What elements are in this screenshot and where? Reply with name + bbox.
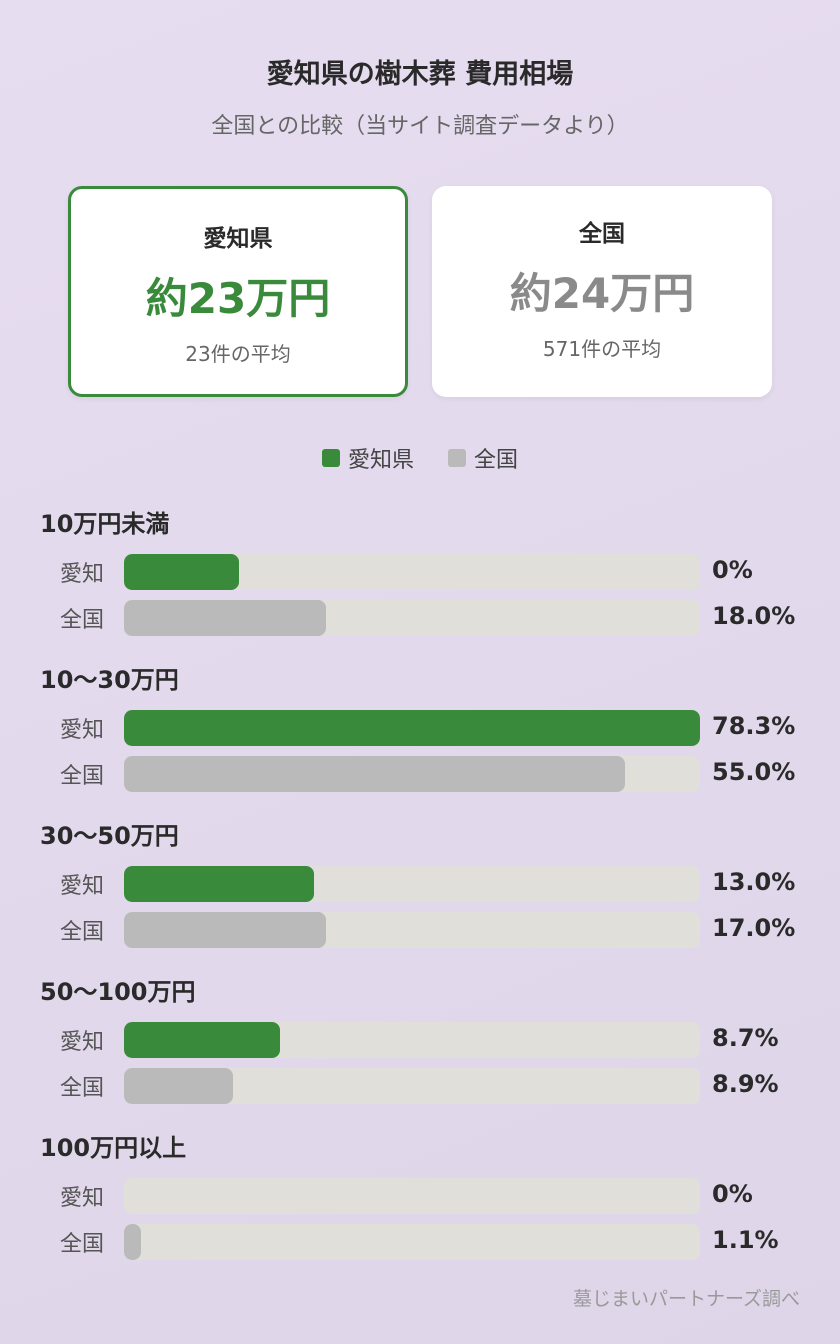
card-name: 全国 (579, 221, 625, 247)
value-label: 0% (712, 556, 753, 584)
page-subtitle: 全国との比較（当サイト調査データより） (211, 114, 629, 139)
legend-swatch (448, 449, 466, 467)
bar-track (124, 756, 700, 792)
card-count: 571件の平均 (542, 337, 662, 361)
row-label: 愛知 (60, 718, 105, 743)
category-section: 10万円未満愛知 0% 全国 18.0% (40, 504, 820, 636)
bar-row-national: 全国 18.0% (40, 600, 820, 636)
bar-row-aichi: 愛知 13.0% (40, 866, 820, 902)
legend-swatch (321, 449, 340, 467)
category-label: 100万円以上 (40, 1134, 187, 1162)
page-title: 愛知県の樹木葬 費用相場 (266, 59, 574, 90)
bar-row-aichi: 愛知 0% (40, 1178, 820, 1214)
bar-track (124, 1224, 700, 1260)
chart-legend: 愛知県 全国 (0, 442, 840, 474)
bar-row-aichi: 愛知 0% (40, 554, 820, 590)
category-section: 50〜100万円愛知 8.7% 全国 8.9% (40, 972, 820, 1104)
bar-aichi (124, 710, 700, 746)
bar-row-aichi: 愛知 8.7% (40, 1022, 820, 1058)
bar-track (124, 866, 700, 902)
card-price: 約24万円 (509, 269, 695, 318)
row-label: 愛知 (60, 562, 105, 587)
row-label: 全国 (60, 1076, 105, 1101)
source-note: 墓じまいパートナーズ調べ (572, 1288, 800, 1310)
value-label: 18.0% (712, 602, 796, 630)
bar-track (124, 1178, 700, 1214)
bar-national (124, 912, 326, 948)
card-name: 愛知県 (203, 226, 273, 252)
bar-row-national: 全国 1.1% (40, 1224, 820, 1260)
row-label: 愛知 (60, 874, 105, 899)
row-label: 全国 (60, 920, 105, 945)
bar-aichi (124, 554, 240, 590)
bar-row-aichi: 愛知 78.3% (40, 710, 820, 746)
bar-national (124, 600, 326, 636)
value-label: 8.7% (712, 1024, 779, 1052)
bar-track (124, 912, 700, 948)
row-label: 全国 (60, 1232, 105, 1257)
legend-label: 愛知県 (347, 448, 414, 473)
card-price: 約23万円 (145, 274, 331, 323)
bar-row-national: 全国 8.9% (40, 1068, 820, 1104)
category-section: 100万円以上愛知 0% 全国 1.1% (40, 1128, 820, 1260)
row-label: 愛知 (60, 1186, 105, 1211)
bar-track (124, 600, 700, 636)
value-label: 17.0% (712, 914, 796, 942)
bar-national (124, 1224, 142, 1260)
row-label: 全国 (60, 764, 105, 789)
legend-item-national: 全国 (448, 442, 518, 474)
bar-track (124, 710, 700, 746)
bar-national (124, 1068, 234, 1104)
value-label: 55.0% (712, 758, 796, 786)
bar-row-national: 全国 17.0% (40, 912, 820, 948)
bar-national (124, 756, 626, 792)
aichi-summary-card: 愛知県 約23万円 23件の平均 (68, 186, 408, 397)
category-label: 10〜30万円 (40, 666, 179, 694)
category-section: 30〜50万円愛知 13.0% 全国 17.0% (40, 816, 820, 948)
row-label: 全国 (60, 608, 105, 633)
bar-track (124, 1022, 700, 1058)
value-label: 1.1% (712, 1226, 779, 1254)
row-label: 愛知 (60, 1030, 105, 1055)
value-label: 8.9% (712, 1070, 779, 1098)
legend-item-aichi: 愛知県 (321, 442, 414, 474)
category-label: 10万円未満 (40, 510, 170, 538)
bar-row-national: 全国 55.0% (40, 756, 820, 792)
bar-track (124, 1068, 700, 1104)
bar-track (124, 554, 700, 590)
national-summary-card: 全国 約24万円 571件の平均 (432, 186, 772, 397)
category-label: 30〜50万円 (40, 822, 179, 850)
value-label: 13.0% (712, 868, 796, 896)
value-label: 78.3% (712, 712, 796, 740)
card-count: 23件の平均 (185, 342, 291, 366)
bar-aichi (124, 1022, 280, 1058)
bar-aichi (124, 866, 315, 902)
category-section: 10〜30万円愛知 78.3% 全国 55.0% (40, 660, 820, 792)
legend-label: 全国 (474, 448, 519, 473)
value-label: 0% (712, 1180, 753, 1208)
category-label: 50〜100万円 (40, 978, 196, 1006)
